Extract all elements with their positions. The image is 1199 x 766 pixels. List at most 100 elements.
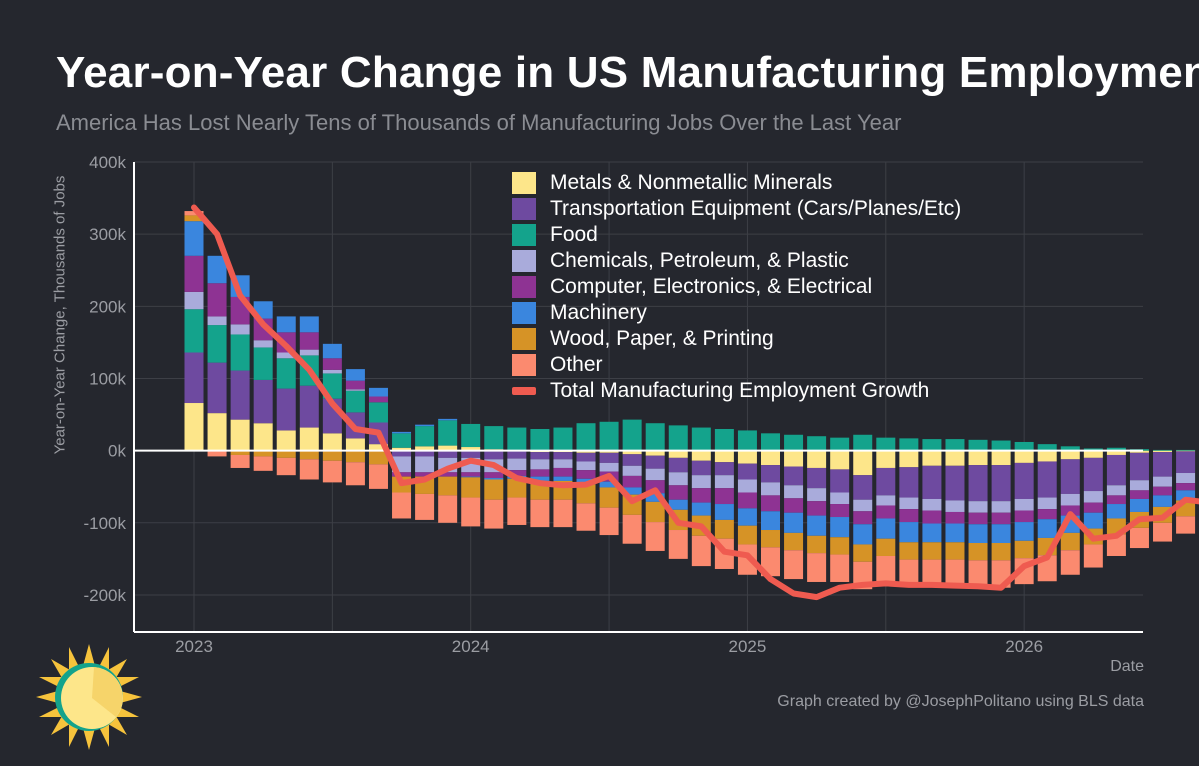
bar-segment-1 — [276, 388, 296, 431]
bar-segment-6 — [1014, 540, 1034, 559]
bar-segment-6 — [253, 450, 273, 457]
bar-segment-1 — [484, 450, 504, 460]
bar-segment-5 — [945, 523, 965, 543]
bar-segment-1 — [714, 462, 734, 476]
bar-segment-4 — [461, 472, 481, 477]
bar-segment-1 — [253, 379, 273, 424]
bar-segment-3 — [668, 472, 688, 486]
bar-segment-7 — [830, 554, 850, 582]
bar-segment-5 — [415, 424, 435, 427]
bar-segment-3 — [322, 369, 342, 374]
bar-segment-2 — [876, 437, 896, 451]
bar-segment-1 — [1037, 461, 1057, 498]
bar-segment-5 — [807, 515, 827, 536]
bar-segment-0 — [299, 427, 319, 451]
bar-segment-7 — [1106, 534, 1126, 556]
legend-item-metals: Metals & Nonmetallic Minerals — [512, 170, 961, 196]
bar-segment-1 — [230, 370, 250, 420]
bar-segment-1 — [784, 466, 804, 486]
bar-segment-0 — [207, 413, 227, 451]
bar-segment-1 — [1083, 457, 1103, 492]
y-axis-label: Year-on-Year Change, Thousands of Jobs — [51, 175, 69, 455]
bar-segment-0 — [761, 450, 780, 466]
bar-segment-2 — [599, 421, 619, 451]
legend-swatch-chemicals — [512, 250, 536, 272]
bar-segment-4 — [945, 511, 965, 524]
bar-segment-7 — [622, 514, 642, 544]
bar-segment-3 — [922, 498, 942, 511]
bar-segment-1 — [1153, 452, 1173, 477]
bar-segment-1 — [299, 385, 319, 428]
bar-segment-5 — [599, 481, 619, 488]
bar-segment-6 — [599, 487, 619, 508]
bar-segment-1 — [599, 452, 619, 463]
bar-segment-6 — [184, 215, 204, 222]
bar-segment-0 — [622, 450, 642, 455]
x-tick-label: 2026 — [1005, 637, 1043, 656]
legend-item-total: Total Manufacturing Employment Growth — [512, 378, 961, 404]
bar-segment-7 — [276, 457, 296, 476]
bar-segment-5 — [484, 478, 504, 480]
bar-segment-4 — [1060, 505, 1080, 516]
bar-segment-4 — [1176, 483, 1196, 491]
bar-segment-3 — [507, 458, 527, 471]
bar-segment-3 — [1014, 498, 1034, 511]
bar-segment-2 — [484, 426, 504, 450]
bar-segment-7 — [968, 560, 988, 588]
bar-segment-2 — [276, 358, 296, 389]
bar-segment-3 — [1037, 497, 1057, 510]
bar-segment-0 — [1129, 450, 1149, 453]
bar-segment-6 — [876, 538, 896, 556]
bar-segment-1 — [207, 362, 227, 414]
x-tick-label: 2024 — [452, 637, 490, 656]
legend-swatch-metals — [512, 172, 536, 194]
bar-segment-3 — [184, 291, 204, 310]
bar-segment-2 — [253, 347, 273, 380]
bar-segment-0 — [991, 450, 1011, 466]
bar-segment-6 — [807, 535, 827, 554]
bar-segment-5 — [530, 476, 550, 481]
bar-segment-5 — [368, 387, 388, 397]
bar-segment-2 — [530, 428, 550, 451]
legend-swatch-other — [512, 354, 536, 376]
bar-segment-6 — [322, 450, 342, 461]
bar-segment-2 — [345, 390, 365, 413]
bar-segment-1 — [761, 465, 780, 483]
y-tick-label: -100k — [83, 514, 126, 533]
bar-segment-5 — [830, 517, 850, 538]
bar-segment-0 — [807, 450, 827, 468]
bar-segment-3 — [853, 499, 873, 512]
bar-segment-7 — [553, 499, 573, 528]
bar-segment-4 — [1153, 486, 1173, 496]
bar-segment-4 — [392, 472, 412, 477]
bar-segment-7 — [645, 522, 665, 551]
bar-segment-3 — [968, 501, 988, 513]
bar-segment-5 — [322, 343, 342, 359]
legend-item-chemicals: Chemicals, Petroleum, & Plastic — [512, 248, 961, 274]
legend-item-wood: Wood, Paper, & Printing — [512, 326, 961, 352]
bar-segment-6 — [276, 450, 296, 458]
bar-segment-3 — [622, 465, 642, 476]
bar-segment-0 — [415, 446, 435, 451]
bar-segment-1 — [807, 467, 827, 489]
bar-segment-4 — [184, 255, 204, 292]
bar-segment-5 — [1083, 512, 1103, 529]
bar-segment-4 — [899, 509, 919, 523]
bar-segment-7 — [230, 454, 250, 468]
bar-segment-0 — [345, 438, 365, 451]
bar-segment-2 — [184, 309, 204, 353]
bar-segment-6 — [899, 542, 919, 560]
bar-segment-2 — [368, 402, 388, 423]
bar-segment-2 — [991, 440, 1011, 451]
bar-segment-2 — [461, 423, 481, 448]
bar-segment-0 — [668, 450, 688, 458]
y-tick-label: 0k — [108, 442, 126, 461]
legend-label-computer: Computer, Electronics, & Electrical — [550, 275, 873, 298]
bar-segment-2 — [1014, 441, 1034, 451]
bar-segment-3 — [207, 316, 227, 326]
legend-item-machinery: Machinery — [512, 300, 961, 326]
bar-segment-0 — [576, 450, 596, 453]
bar-segment-4 — [737, 492, 757, 509]
y-tick-label: 100k — [89, 369, 126, 388]
bar-segment-7 — [530, 499, 550, 528]
